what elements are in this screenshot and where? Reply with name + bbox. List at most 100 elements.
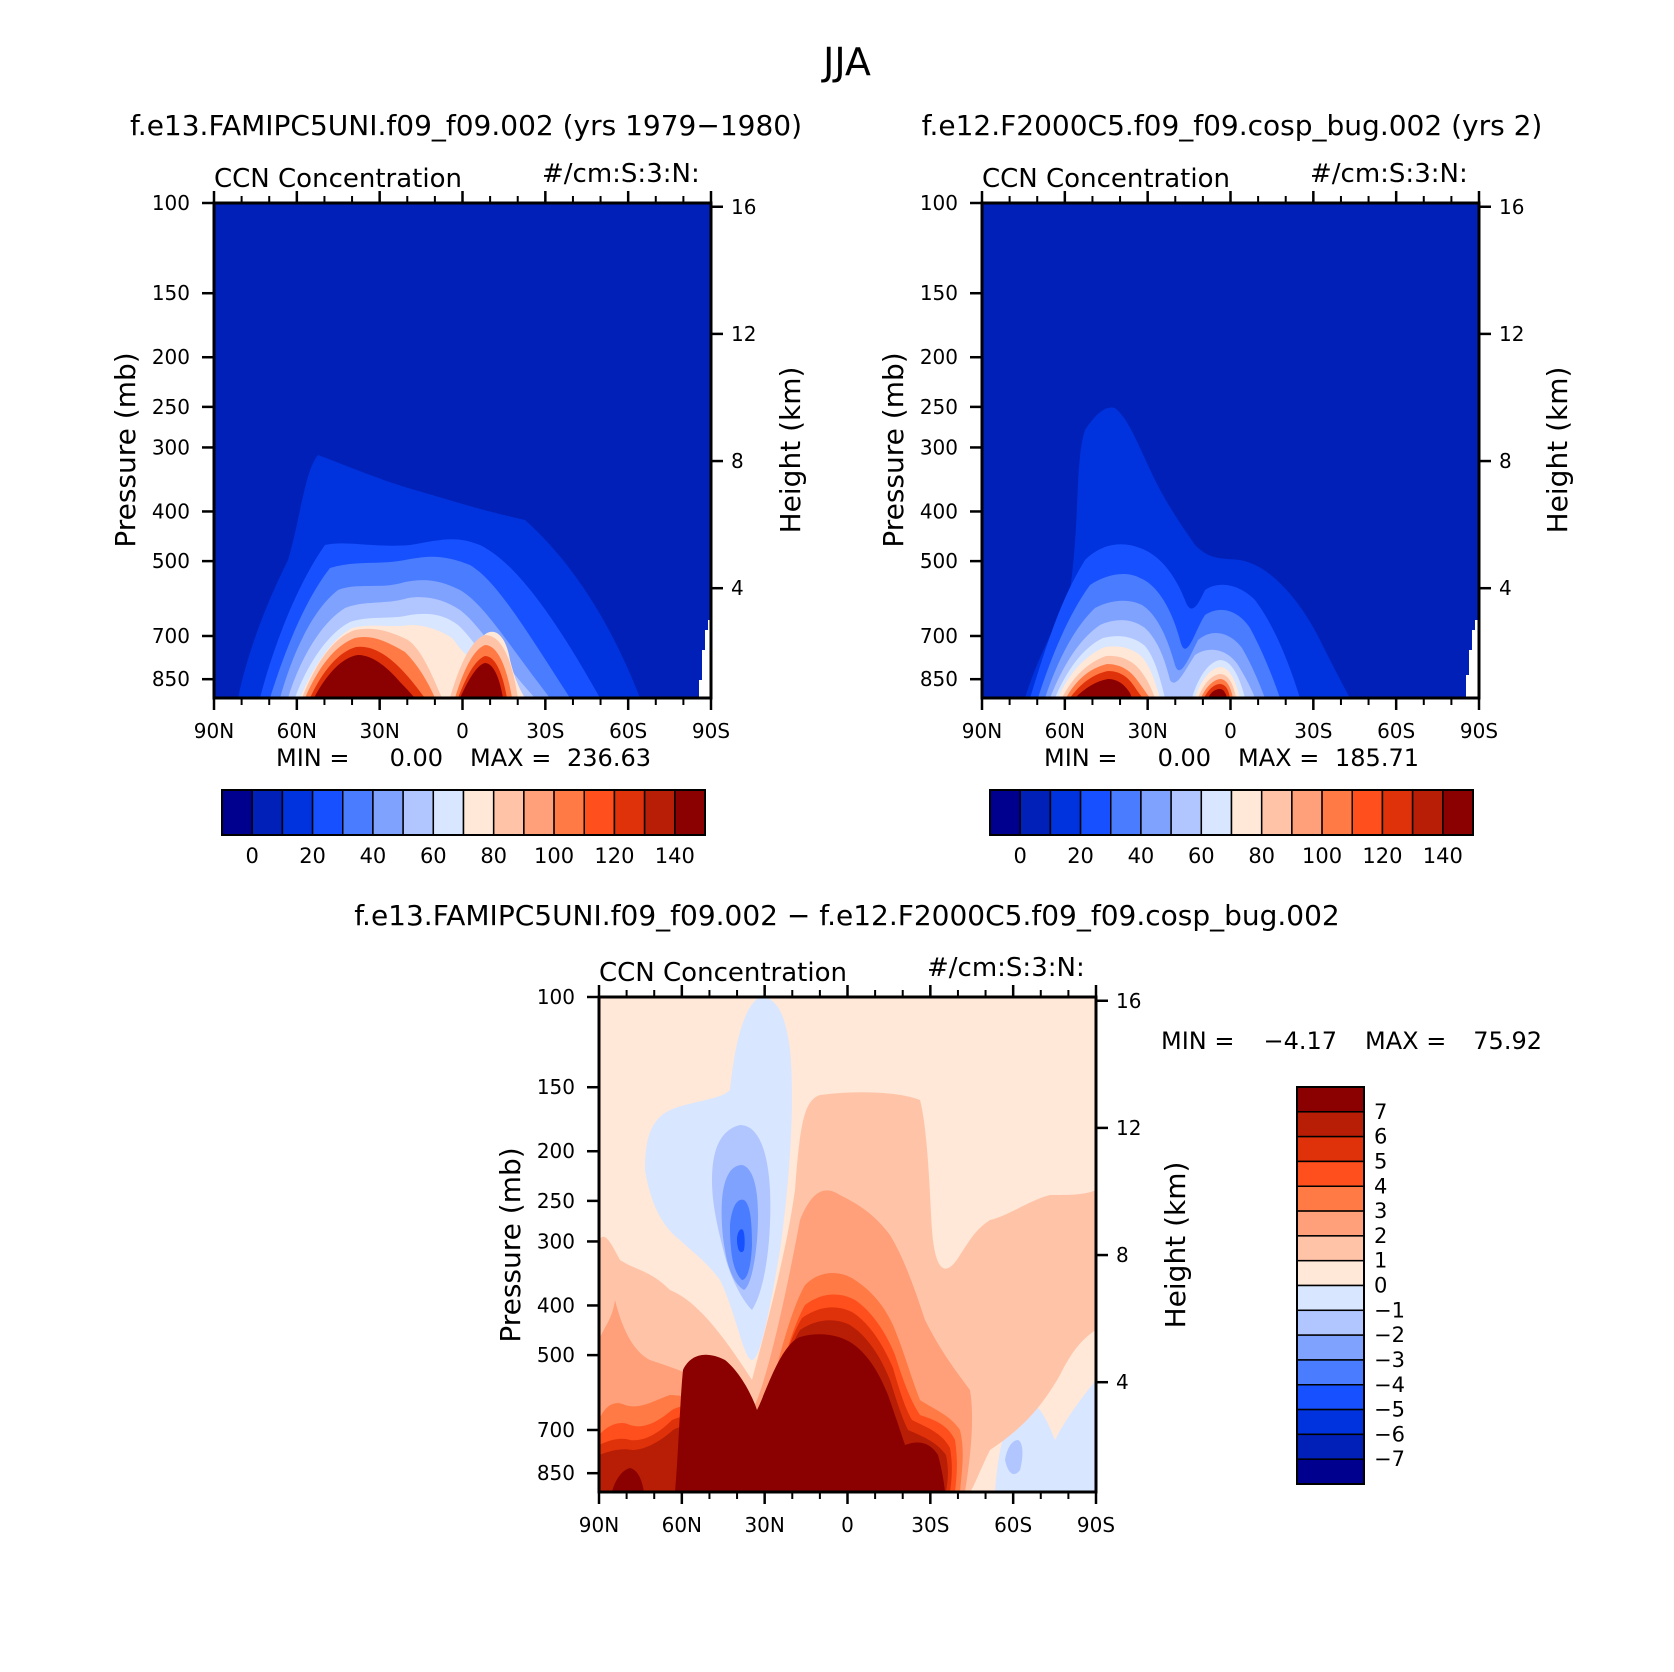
panel-1-min-label: MIN = [276, 744, 349, 772]
x-tick-label: 60N [662, 1513, 702, 1537]
panel-2-variable-label: CCN Concentration [982, 164, 1230, 194]
colorbar-swatch [1442, 789, 1474, 836]
colorbar-swatch [989, 789, 1021, 836]
colorbar-label: 7 [1374, 1100, 1387, 1124]
colorbar-label: 2 [1374, 1224, 1387, 1248]
panel-2-ylabel: Pressure (mb) [877, 352, 910, 547]
x-tick-label: 60N [277, 719, 317, 743]
panel-2-max-label: MAX = [1238, 744, 1319, 772]
panel-1-contour-field [214, 203, 711, 698]
y-tick-label: 250 [920, 395, 958, 419]
panel-2-min-value: 0.00 [1158, 744, 1211, 772]
colorbar-swatch [643, 789, 676, 836]
colorbar-swatch [1019, 789, 1052, 836]
x-tick-label: 90N [194, 719, 234, 743]
colorbar-swatch [1170, 789, 1203, 836]
panel-1-variable-label: CCN Concentration [214, 164, 462, 194]
colorbar-label: 20 [299, 844, 326, 868]
y-tick-label: 400 [537, 1293, 575, 1317]
y-tick-label: 850 [152, 667, 190, 691]
y-tick-label: 300 [537, 1229, 575, 1253]
colorbar-swatch [1296, 1185, 1365, 1212]
panel-2-colorbar: 0 20 40 60 80 100 120 140 [989, 789, 1474, 868]
panel-2-title: f.e12.F2000C5.f09_f09.cosp_bug.002 (yrs … [922, 109, 1543, 142]
colorbar-label: −2 [1374, 1323, 1405, 1347]
colorbar-swatch [1296, 1135, 1365, 1163]
y-tick-label: 100 [537, 985, 575, 1009]
colorbar-label: 80 [1248, 844, 1275, 868]
y2-tick-label: 8 [1499, 449, 1512, 473]
y-tick-label: 250 [537, 1189, 575, 1213]
colorbar-swatch [1296, 1334, 1365, 1361]
y-tick-label: 150 [537, 1075, 575, 1099]
diff-level-neg2-neg1 [712, 1125, 1023, 1475]
y-tick-label: 400 [920, 499, 958, 523]
colorbar-swatch [492, 789, 525, 836]
colorbar-label: −1 [1374, 1298, 1405, 1322]
colorbar-swatch [1296, 1259, 1365, 1287]
panel-2-units-label: #/cm:S:3:N: [1310, 159, 1468, 189]
colorbar-swatch [1381, 789, 1414, 836]
panel-2-contour-field [982, 203, 1479, 698]
panel-1-ylabel: Pressure (mb) [109, 352, 142, 547]
colorbar-swatch [553, 789, 585, 836]
x-tick-label: 90N [579, 1513, 619, 1537]
colorbar-label: 5 [1374, 1149, 1387, 1173]
colorbar-label: 140 [1423, 844, 1463, 868]
y2-tick-label: 16 [1499, 195, 1524, 219]
panel-2-axes: 90N 60N 30N 0 30S 60S 90S 100 150 200 250 300 400 500… [920, 191, 1524, 743]
colorbar-label: 0 [246, 844, 259, 868]
x-tick-label: 0 [456, 719, 469, 743]
x-tick-label: 30S [526, 719, 564, 743]
colorbar-label: 40 [1128, 844, 1155, 868]
figure-title: JJA [821, 40, 871, 84]
y-tick-label: 100 [920, 191, 958, 215]
colorbar-swatch [1296, 1359, 1365, 1386]
colorbar-label: 0 [1374, 1274, 1387, 1298]
y-tick-label: 700 [152, 624, 190, 648]
colorbar-label: 4 [1374, 1174, 1387, 1198]
colorbar-label: 140 [655, 844, 695, 868]
panel-3: f.e13.FAMIPC5UNI.f09_f09.002 − f.e12.F20… [354, 899, 1542, 1537]
colorbar-swatch [1296, 1284, 1365, 1312]
x-tick-label: 90N [962, 719, 1002, 743]
y2-tick-label: 12 [1499, 322, 1524, 346]
colorbar-swatch [251, 789, 284, 836]
panel-1-colorbar: 0 20 40 60 80 100 120 140 [221, 789, 706, 868]
x-tick-label: 30N [359, 719, 399, 743]
x-tick-label: 30S [1294, 719, 1332, 743]
colorbar-swatch [1200, 789, 1233, 836]
colorbar-label: 120 [594, 844, 634, 868]
panel-1-units-label: #/cm:S:3:N: [542, 159, 700, 189]
panel-1-max-value: 236.63 [567, 744, 651, 772]
x-tick-label: 60S [1377, 719, 1415, 743]
panel-1-axes: 90N 60N 30N 0 30S 60S 90S 100 150 200 250 300 400 500… [152, 191, 756, 743]
colorbar-label: −6 [1374, 1422, 1405, 1446]
colorbar-swatch [1296, 1160, 1365, 1187]
colorbar-label: −4 [1374, 1373, 1405, 1397]
y-tick-label: 850 [920, 667, 958, 691]
y2-tick-label: 4 [1116, 1370, 1129, 1394]
colorbar-label: 40 [360, 844, 387, 868]
panel-1: f.e13.FAMIPC5UNI.f09_f09.002 (yrs 1979−1… [109, 109, 807, 868]
x-tick-label: 60N [1045, 719, 1085, 743]
panel-1-minmax: MIN = 0.00 MAX = 236.63 [276, 744, 651, 772]
colorbar-label: 80 [480, 844, 507, 868]
colorbar-swatch [372, 789, 404, 836]
y2-tick-label: 4 [731, 576, 744, 600]
panel-3-units-label: #/cm:S:3:N: [927, 953, 1085, 983]
y-tick-label: 200 [920, 345, 958, 369]
x-tick-label: 30N [1127, 719, 1167, 743]
panel-2-minmax: MIN = 0.00 MAX = 185.71 [1044, 744, 1419, 772]
colorbar-swatch [1291, 789, 1323, 836]
y2-tick-label: 4 [1499, 576, 1512, 600]
y-tick-label: 150 [920, 281, 958, 305]
panel-1-min-value: 0.00 [390, 744, 443, 772]
colorbar-swatch [1296, 1210, 1365, 1237]
colorbar-swatch [674, 789, 706, 836]
panel-3-min-value: −4.17 [1263, 1027, 1337, 1055]
y-tick-label: 400 [152, 499, 190, 523]
colorbar-swatch [432, 789, 465, 836]
colorbar-label: 100 [1302, 844, 1342, 868]
panel-3-minmax: MIN = −4.17 MAX = 75.92 [1161, 1027, 1542, 1055]
